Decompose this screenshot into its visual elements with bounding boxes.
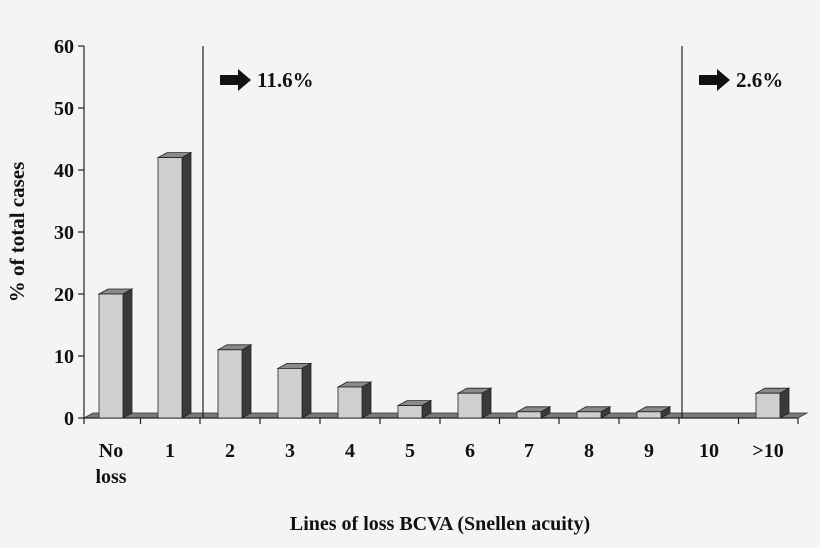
bar-front: [516, 411, 542, 419]
bar-front: [755, 392, 781, 419]
bar-front: [217, 349, 243, 419]
annotation-label: 2.6%: [736, 68, 783, 92]
y-axis-title: % of total cases: [5, 162, 29, 303]
bars: [97, 151, 791, 419]
bar-side: [481, 387, 492, 419]
annotations: 11.6% 2.6%: [202, 46, 783, 418]
bar-side: [241, 344, 252, 419]
arrow-icon: [699, 69, 730, 91]
x-tick-label: loss: [95, 466, 126, 488]
x-tick-label: 8: [584, 440, 594, 462]
y-tick-label: 50: [54, 98, 74, 120]
y-tick-label: 30: [54, 222, 74, 244]
x-tick-label: No: [99, 440, 123, 462]
bar-side: [301, 362, 312, 419]
bar-side: [122, 288, 133, 419]
floor-plane: [82, 412, 809, 419]
x-tick-label: 5: [405, 440, 415, 462]
bar: [396, 399, 433, 419]
y-axis: 0 10 20 30 40 50 60: [54, 36, 85, 430]
y-tick-label: 40: [54, 160, 74, 182]
bar-front: [98, 293, 124, 419]
bar: [515, 406, 552, 419]
bar: [754, 387, 791, 419]
bar: [97, 288, 134, 419]
arrow-icon: [220, 69, 251, 91]
bar-side: [779, 387, 790, 419]
bar: [575, 406, 612, 419]
x-tick-label: 1: [165, 440, 175, 462]
x-tick-label: 4: [345, 440, 355, 462]
bar: [635, 406, 672, 419]
x-tick-label: >10: [752, 440, 783, 462]
x-axis-title: Lines of loss BCVA (Snellen acuity): [290, 513, 590, 535]
annotation-label: 11.6%: [257, 68, 314, 92]
x-tick-label: 7: [524, 440, 534, 462]
x-axis: No loss 1 2 3 4 5 6 7 8 9 10 >10: [83, 418, 799, 488]
bar: [156, 151, 193, 419]
bar: [216, 344, 253, 419]
bar-side: [361, 381, 372, 419]
bar: [336, 381, 373, 419]
x-tick-label: 3: [285, 440, 295, 462]
bar-front: [157, 157, 183, 419]
y-tick-label: 10: [54, 346, 74, 368]
bar-front: [636, 411, 662, 419]
y-tick-label: 20: [54, 284, 74, 306]
bar-side: [181, 151, 192, 419]
y-tick-label: 0: [64, 408, 74, 430]
bar: [276, 362, 313, 419]
bar-front: [277, 367, 303, 419]
x-tick-label: 6: [465, 440, 475, 462]
bar-front: [576, 411, 602, 419]
bar: [456, 387, 493, 419]
bar-front: [337, 386, 363, 419]
chart-floor: [82, 412, 809, 419]
x-tick-label: 2: [225, 440, 235, 462]
x-tick-label: 9: [644, 440, 654, 462]
bar-front: [397, 405, 423, 419]
x-tick-label: 10: [699, 440, 719, 462]
bar-front: [457, 392, 483, 419]
y-tick-label: 60: [54, 36, 74, 58]
